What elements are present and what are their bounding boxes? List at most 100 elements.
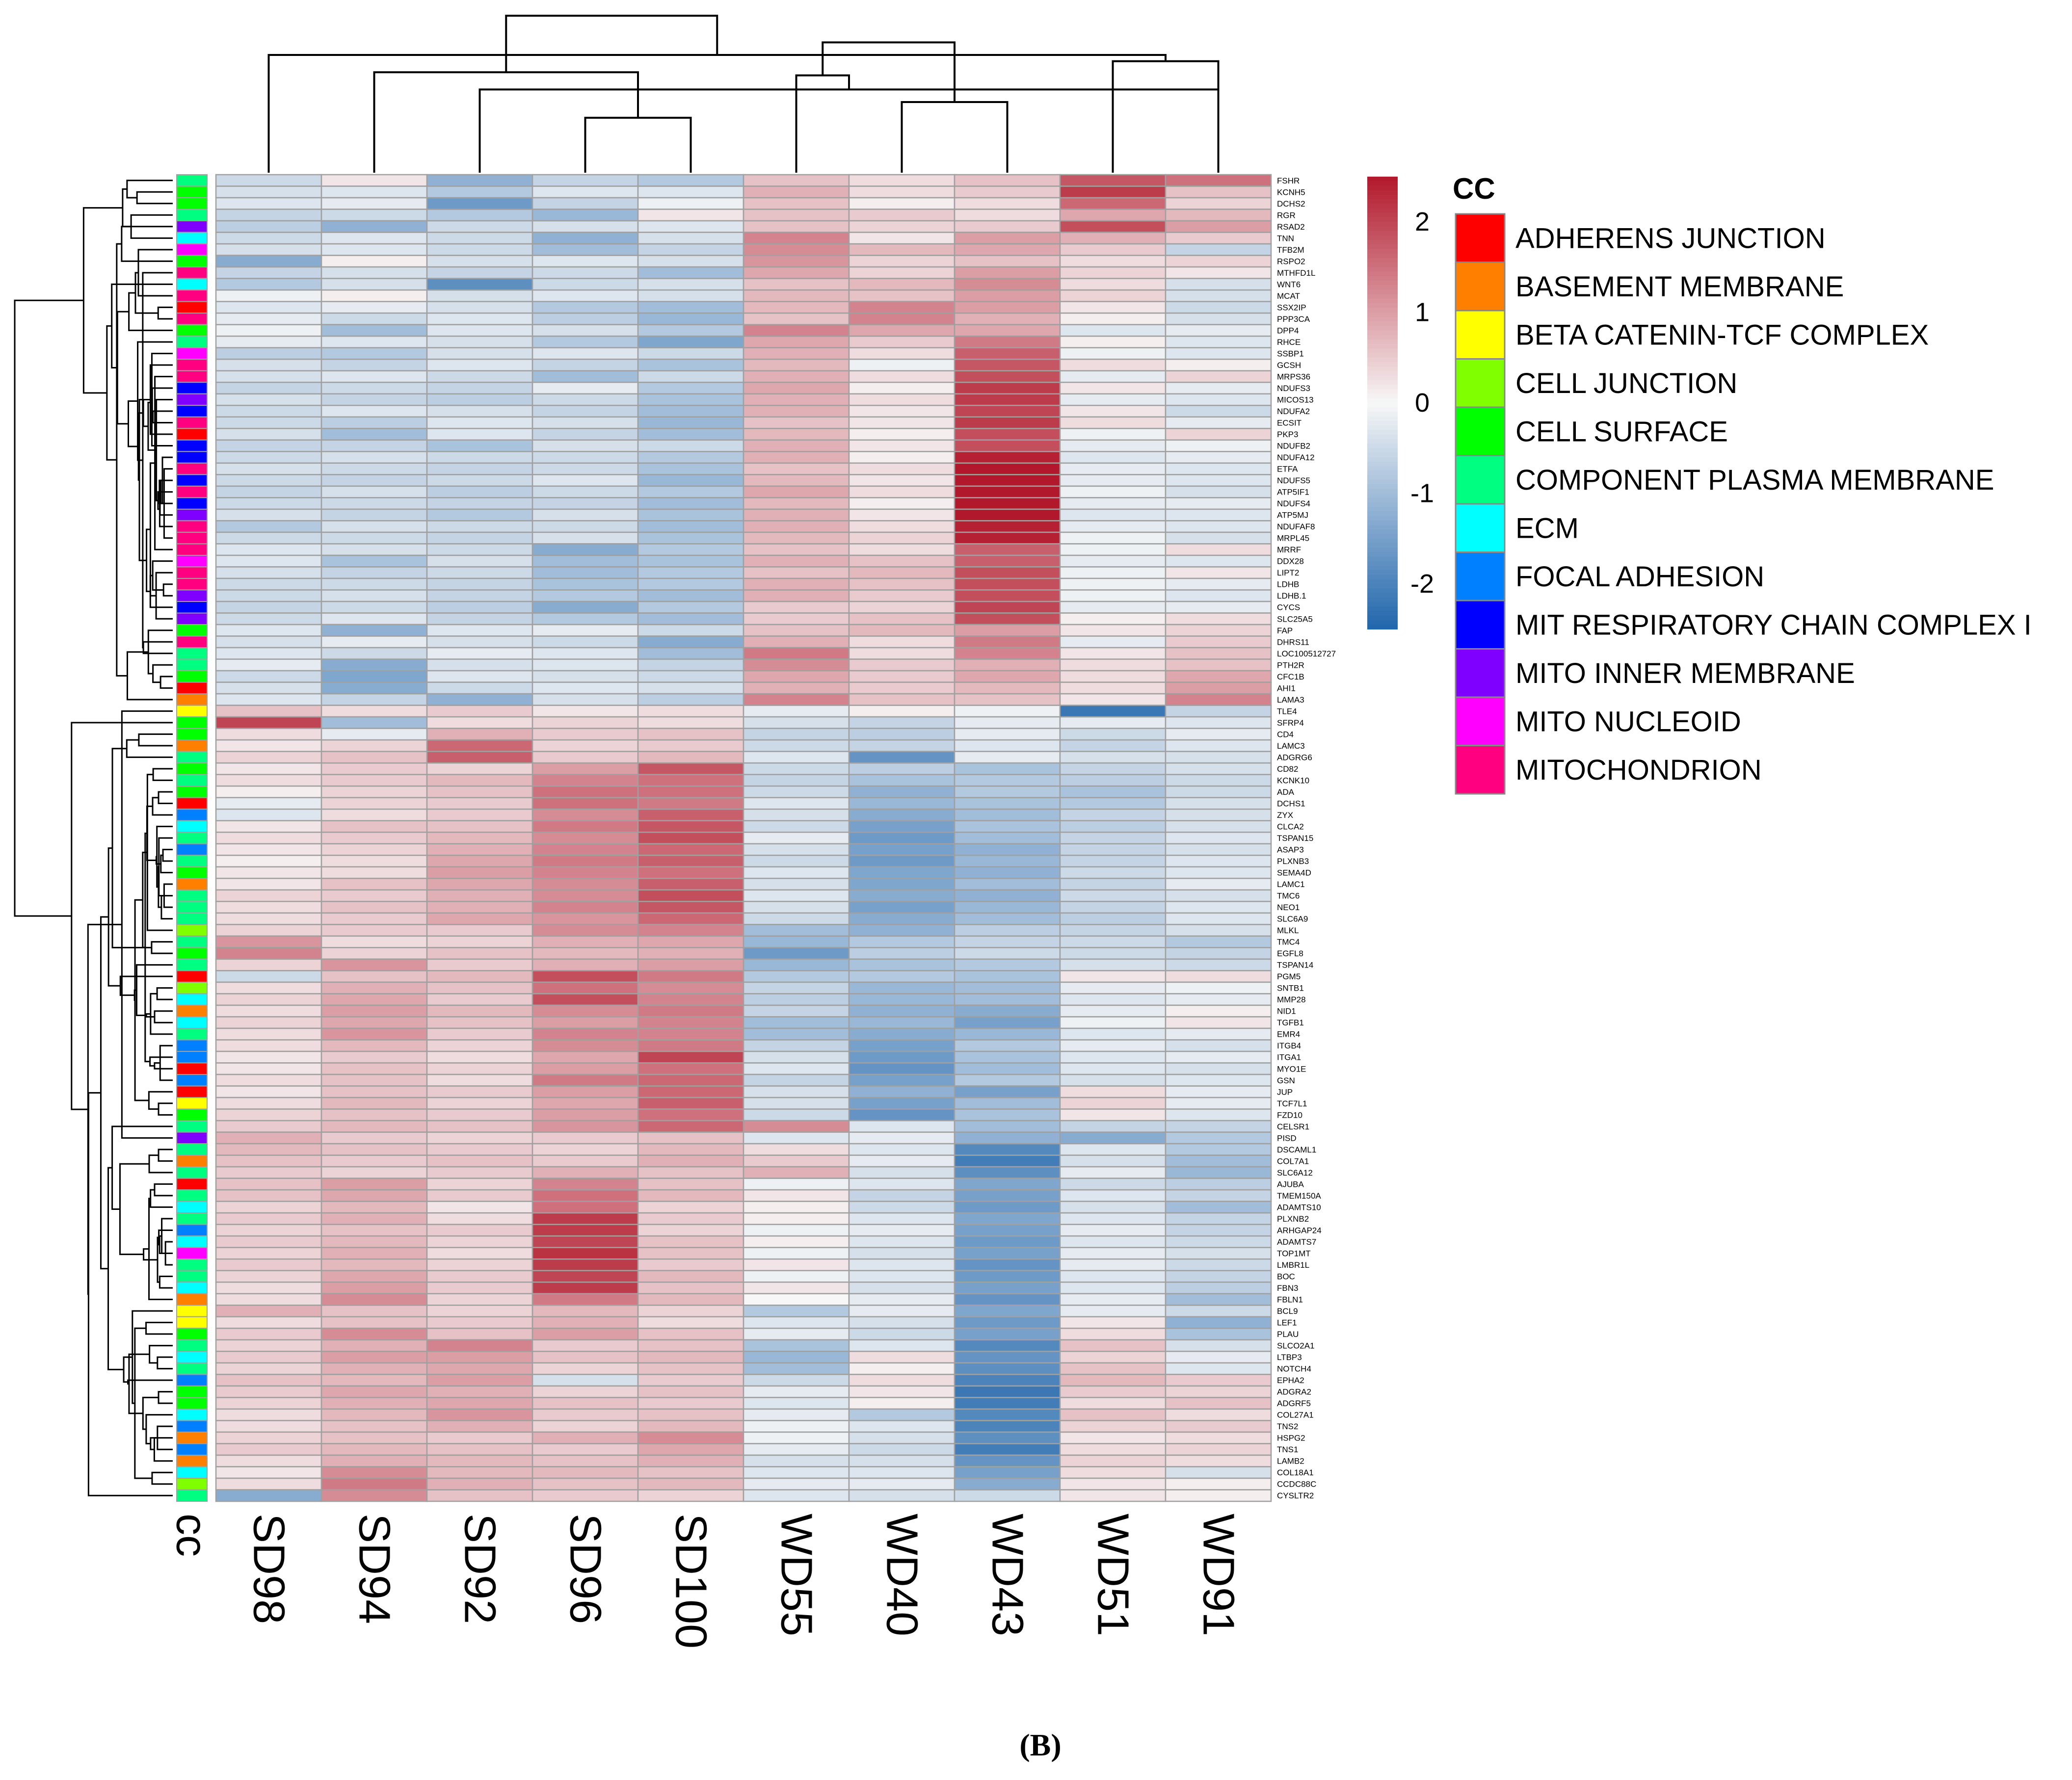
- heatmap-cell: [426, 612, 533, 626]
- heatmap-cell: [848, 289, 956, 302]
- cc-annotation-cell: [176, 1154, 208, 1168]
- heatmap-cell: [426, 335, 533, 348]
- heatmap-cell: [1059, 1443, 1167, 1456]
- gene-label: TFB2M: [1277, 245, 1304, 255]
- heatmap-cell: [426, 878, 533, 891]
- heatmap-cell: [848, 232, 956, 245]
- heatmap-cell: [320, 462, 428, 475]
- heatmap-cell: [215, 1316, 322, 1329]
- panel-label: (B): [1019, 1728, 1062, 1762]
- heatmap-cell: [320, 970, 428, 983]
- heatmap-cell: [320, 947, 428, 960]
- colorbar-step: [1367, 403, 1398, 408]
- heatmap-cell: [1059, 220, 1167, 233]
- heatmap-cell: [1165, 647, 1272, 660]
- heatmap-cell: [637, 474, 744, 487]
- heatmap-cell: [426, 635, 533, 649]
- heatmap-cell: [1059, 531, 1167, 545]
- heatmap-cell: [531, 912, 639, 925]
- heatmap-cell: [320, 197, 428, 210]
- heatmap-cell: [1165, 393, 1272, 406]
- row-dendrogram-branch: [158, 1391, 173, 1404]
- heatmap-cell: [320, 635, 428, 649]
- heatmap-cell: [848, 1131, 956, 1145]
- heatmap-cell: [320, 1305, 428, 1318]
- row-dendrogram-branch: [157, 306, 173, 320]
- cc-annotation-cell: [176, 1178, 208, 1191]
- heatmap-cell: [531, 1166, 639, 1179]
- heatmap-cell: [215, 439, 322, 452]
- heatmap-cell: [320, 855, 428, 868]
- gene-label: COL7A1: [1277, 1156, 1309, 1166]
- heatmap-cell: [1165, 508, 1272, 522]
- heatmap-cell: [215, 889, 322, 902]
- heatmap-cell: [531, 970, 639, 983]
- legend-swatch: [1455, 745, 1506, 795]
- heatmap-cell: [426, 381, 533, 394]
- heatmap-cell: [743, 947, 850, 960]
- heatmap-cell: [637, 1489, 744, 1502]
- sample-label: SD98: [244, 1514, 293, 1624]
- gene-label: PLXNB2: [1277, 1214, 1309, 1224]
- row-dendrogram-branch: [159, 676, 173, 689]
- heatmap-cell: [531, 1328, 639, 1341]
- heatmap-cell: [531, 393, 639, 406]
- heatmap-cell: [1165, 554, 1272, 568]
- row-dendrogram-branch: [152, 664, 173, 683]
- heatmap-cell: [848, 1443, 956, 1456]
- heatmap-cell: [848, 1258, 956, 1271]
- heatmap-cell: [848, 1027, 956, 1041]
- column-dendrogram-branch: [373, 71, 639, 173]
- heatmap-cell: [215, 601, 322, 614]
- heatmap-cell: [1059, 1085, 1167, 1099]
- heatmap-cell: [215, 1039, 322, 1052]
- colorbar-step: [1367, 529, 1398, 535]
- heatmap-cell: [426, 1316, 533, 1329]
- heatmap-cell: [1165, 912, 1272, 925]
- heatmap-cell: [848, 508, 956, 522]
- heatmap-cell: [531, 716, 639, 729]
- heatmap-cell: [531, 416, 639, 429]
- legend-entry-label: CELL JUNCTION: [1515, 367, 1737, 399]
- heatmap-cell: [215, 947, 322, 960]
- heatmap-cell: [954, 924, 1061, 937]
- gene-label: CYSLTR2: [1277, 1491, 1314, 1500]
- heatmap-cell: [848, 970, 956, 983]
- heatmap-cell: [215, 970, 322, 983]
- heatmap-cell: [637, 751, 744, 764]
- heatmap-cell: [215, 1073, 322, 1087]
- sample-label: WD51: [1089, 1514, 1138, 1636]
- gene-label: LAMA3: [1277, 695, 1304, 705]
- colorbar-step: [1367, 204, 1398, 209]
- heatmap-cell: [426, 1085, 533, 1099]
- heatmap-cell: [1165, 1258, 1272, 1271]
- heatmap-cell: [426, 520, 533, 533]
- heatmap-cell: [637, 1282, 744, 1295]
- heatmap-cell: [426, 1408, 533, 1421]
- heatmap-cell: [954, 1351, 1061, 1364]
- heatmap-cell: [637, 324, 744, 337]
- heatmap-cell: [743, 577, 850, 591]
- heatmap-cell: [637, 301, 744, 314]
- heatmap-cell: [215, 993, 322, 1006]
- sample-label: WD43: [983, 1514, 1032, 1636]
- row-dendrogram-branch: [116, 311, 129, 425]
- row-dendrogram-branch: [148, 1091, 173, 1110]
- colorbar-step: [1367, 520, 1398, 525]
- heatmap-cell: [743, 751, 850, 764]
- row-dendrogram: [14, 180, 173, 1496]
- heatmap-cell: [848, 243, 956, 256]
- heatmap-cell: [1165, 1282, 1272, 1295]
- gene-label: TSPAN14: [1277, 961, 1313, 970]
- cc-annotation-cell: [176, 1443, 208, 1456]
- heatmap-cell: [531, 981, 639, 995]
- gene-label: TNS2: [1277, 1422, 1298, 1431]
- heatmap-cell: [743, 554, 850, 568]
- heatmap-cell: [743, 289, 850, 302]
- heatmap-cell: [848, 1397, 956, 1410]
- heatmap-cell: [215, 1224, 322, 1237]
- heatmap-cell: [1165, 762, 1272, 775]
- heatmap-cell: [215, 554, 322, 568]
- heatmap-cell: [743, 681, 850, 695]
- heatmap-cell: [743, 647, 850, 660]
